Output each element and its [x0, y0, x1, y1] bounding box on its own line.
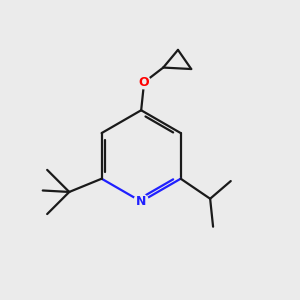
Circle shape — [134, 194, 148, 209]
Text: O: O — [139, 76, 149, 89]
Circle shape — [138, 76, 151, 89]
Text: N: N — [136, 195, 146, 208]
